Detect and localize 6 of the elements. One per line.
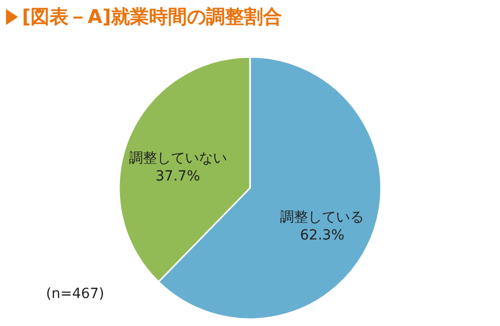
slice-label: 調整している [280, 209, 364, 226]
data-label: 62.3% [300, 227, 344, 244]
data-label: 37.7% [156, 168, 200, 185]
chart-title: [図表－A]就業時間の調整割合 [22, 5, 282, 30]
slice-label: 調整していない [128, 150, 227, 167]
text: (n=467) [46, 286, 104, 302]
